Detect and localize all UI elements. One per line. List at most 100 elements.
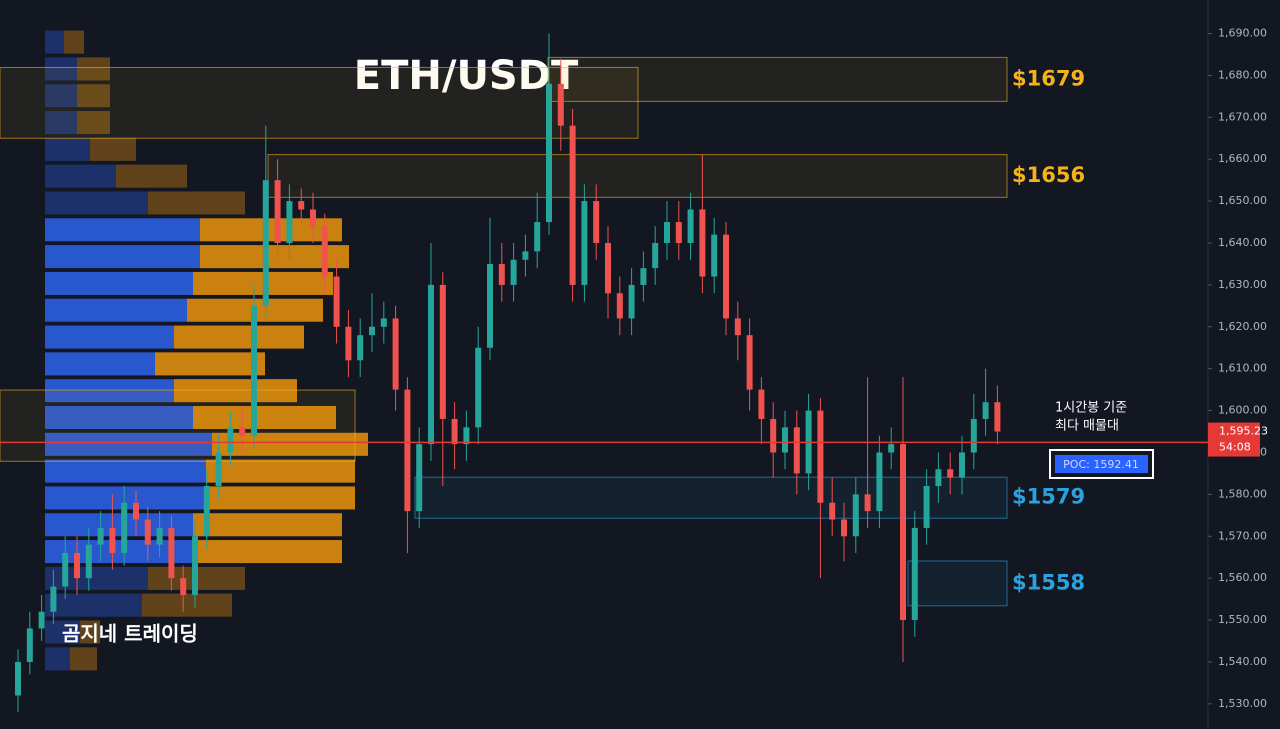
y-tick-label: 1,640.00 [1218,236,1267,249]
candle-body [522,251,529,260]
candle-body [286,201,293,243]
y-tick-label: 1,690.00 [1218,27,1267,40]
candle-body [487,263,493,348]
candle-body [97,527,104,545]
candle-body [616,293,623,319]
candle-body [475,347,482,428]
candle-body [74,553,80,579]
profile-sell [80,620,100,644]
profile-sell [193,540,342,564]
candle-body [498,263,505,285]
candle-body [227,427,234,453]
zone-label: $1679 [1012,66,1085,90]
profile-sell [90,137,136,161]
zone [414,476,1008,519]
candle-body [369,326,375,336]
candle-body [687,209,694,243]
profile-sell [212,432,368,456]
profile-sell [70,647,97,671]
y-tick-label: 1,560.00 [1218,571,1267,584]
y-tick-label: 1,600.00 [1218,404,1267,417]
y-tick-label: 1,540.00 [1218,655,1267,668]
candle-body [581,201,588,285]
candle-body [180,578,187,595]
candle-body [239,427,246,436]
profile-buy [45,298,187,322]
profile-sell [77,57,110,81]
annotation: 1시간봉 기준 [1055,401,1127,416]
candle-body [333,276,340,327]
candle-body [723,234,729,319]
zone [0,66,639,139]
poc-box [1055,455,1148,473]
candle-body [770,418,777,453]
y-tick-label: 1,660.00 [1218,152,1267,165]
zone [0,389,356,462]
profile-buy [45,513,193,537]
profile-sell [64,30,84,54]
profile-sell [148,191,245,215]
profile-sell [200,245,349,269]
candle-body [923,486,930,528]
candle-body [416,444,423,512]
candle-body [133,502,139,520]
y-tick-label: 1,580.00 [1218,487,1267,500]
profile-buy [45,164,116,188]
candle-body [852,494,859,537]
annotation: 최다 매물대 [1055,419,1119,434]
candle-body [62,553,69,587]
candle-body [758,389,765,419]
candle-body [982,402,989,419]
candle-body [640,268,647,285]
profile-buy [45,30,64,54]
profile-buy [45,540,193,564]
candle-body [439,284,446,419]
zone [907,560,1008,607]
candle-body [428,284,434,445]
candle-body [593,201,600,243]
y-tick-label: 1,570.00 [1218,529,1267,542]
profile-buy [45,379,174,403]
zone-label: $1579 [1012,485,1085,509]
profile-buy [45,486,206,510]
profile-buy [45,593,142,617]
poc-label: POC: 1592.41 [1063,458,1139,471]
profile-sell [193,405,336,430]
profile-buy [45,352,155,376]
profile-buy [45,459,206,483]
profile-buy [45,647,70,671]
candle-body [345,326,352,361]
y-tick-label: 1,530.00 [1218,697,1267,710]
candle-body [628,284,635,319]
y-tick-label: 1,620.00 [1218,320,1267,333]
profile-sell [174,325,304,349]
candle-body [557,83,564,126]
zone-label: $1656 [1012,163,1085,187]
profile-buy [45,84,77,108]
profile-sell [200,218,342,242]
candle-body [203,486,210,537]
candle-body [652,243,659,269]
candle-body [85,544,92,579]
candle-body [900,444,906,621]
candle-body [864,494,871,512]
profile-buy [45,405,193,430]
profile-sell [142,593,232,617]
profile-buy [45,432,212,456]
candle-body [841,519,847,537]
candle-body [298,201,305,210]
candle-body [392,318,399,390]
candle-body [463,427,470,445]
candle-body [605,243,611,294]
candle-body [734,318,741,336]
zone-label: $1558 [1012,570,1085,594]
profile-buy [45,111,77,135]
profile-buy [45,245,200,269]
candle-body [357,335,364,361]
candle-body [168,527,175,579]
profile-buy [45,191,148,215]
profile-buy [45,137,90,161]
profile-buy [45,271,193,295]
y-tick-label: 1,550.00 [1218,613,1267,626]
candle-body [994,402,1001,432]
